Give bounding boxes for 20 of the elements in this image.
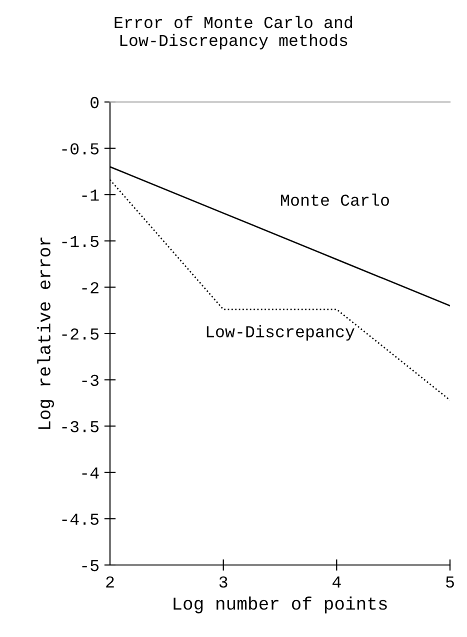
x-tick-label: 5 [446, 576, 454, 588]
series-label: Monte Carlo [281, 194, 389, 206]
y-tick-label: -4 [82, 467, 99, 478]
y-tick-label: -5 [82, 560, 99, 572]
y-tick-label: -3 [82, 374, 99, 386]
x-tick-label: 3 [219, 576, 228, 588]
y-tick-label: -2.5 [62, 328, 99, 340]
series-label: Low-Discrepancy [206, 325, 354, 341]
y-tick-label: -2 [82, 282, 98, 294]
y-tick-label: -4.5 [62, 514, 99, 525]
y-tick-label: -1.5 [62, 236, 99, 248]
y-axis-title: Log relative error [37, 238, 54, 429]
y-tick-label: -3.5 [62, 420, 99, 432]
x-axis-title: Log number of points [174, 596, 387, 614]
x-tick-label: 4 [332, 576, 341, 588]
y-tick-label: -1 [82, 190, 99, 201]
chart-title: Error of Monte Carlo and Low-Discrepancy methods [114, 16, 352, 50]
y-tick-label: -0.5 [62, 143, 99, 155]
y-tick-label: 0 [90, 96, 99, 108]
x-tick-label: 2 [106, 576, 114, 588]
